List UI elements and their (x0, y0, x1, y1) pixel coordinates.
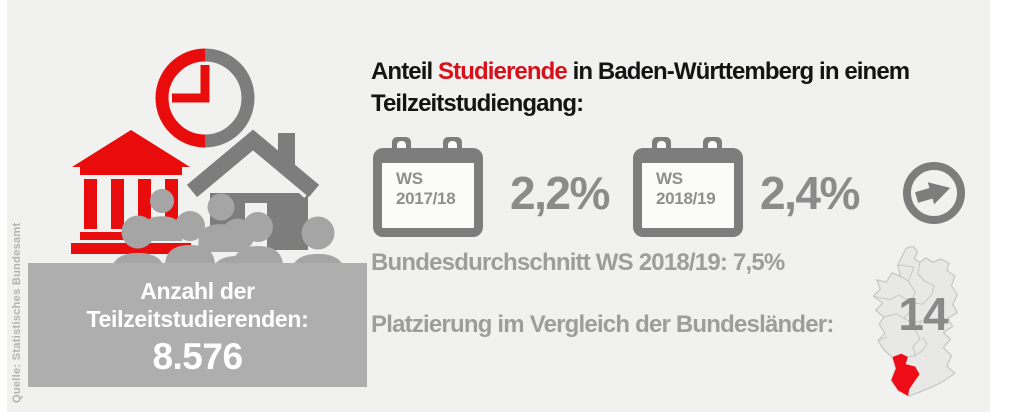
count-box-label-line2: Teilzeitstudierenden: (86, 306, 309, 332)
headline-line2: Teilzeitstudiengang: (371, 90, 584, 117)
benchmark-text: Bundesdurchschnitt WS 2018/19: 7,5% (371, 249, 785, 276)
clock-icon (155, 48, 255, 148)
illustration (71, 48, 346, 263)
calendar-period-line2: 2018/19 (656, 189, 716, 208)
state-borders (873, 262, 937, 358)
calendar-icon: WS 2018/19 (633, 137, 743, 237)
count-box-label-line1: Anzahl der (140, 278, 255, 304)
stat-value: 2,2% (510, 167, 610, 219)
calendar-body: WS 2017/18 (373, 148, 483, 237)
stat-value: 2,4% (760, 167, 860, 219)
calendar-period-line1: WS (656, 169, 683, 188)
calendar-period-line2: 2017/18 (396, 189, 456, 208)
ranking-label: Platzierung im Vergleich der Bundeslände… (371, 311, 834, 338)
count-box: Anzahl der Teilzeitstudierenden: 8.576 (28, 263, 367, 387)
calendar-period-line1: WS (396, 169, 423, 188)
headline-prefix: Anteil (371, 58, 439, 85)
calendar-icon: WS 2017/18 (373, 137, 483, 237)
count-box-value: 8.576 (152, 336, 243, 377)
germany-map-icon (872, 246, 958, 398)
headline-line1: Anteil Studierende in Baden-Württemberg … (371, 56, 911, 88)
headline-suffix: in Baden-Württemberg in einem (566, 58, 911, 85)
ranking-value: 14 (898, 288, 948, 340)
headline: Anteil Studierende in Baden-Württemberg … (371, 56, 911, 120)
arrow-right-icon (903, 162, 965, 224)
calendar-body: WS 2018/19 (633, 148, 743, 237)
baden-wuerttemberg-region (890, 353, 921, 397)
infographic-background: Quelle: Statistisches Bundesamt (7, 0, 990, 412)
headline-highlight: Studierende (438, 58, 568, 85)
